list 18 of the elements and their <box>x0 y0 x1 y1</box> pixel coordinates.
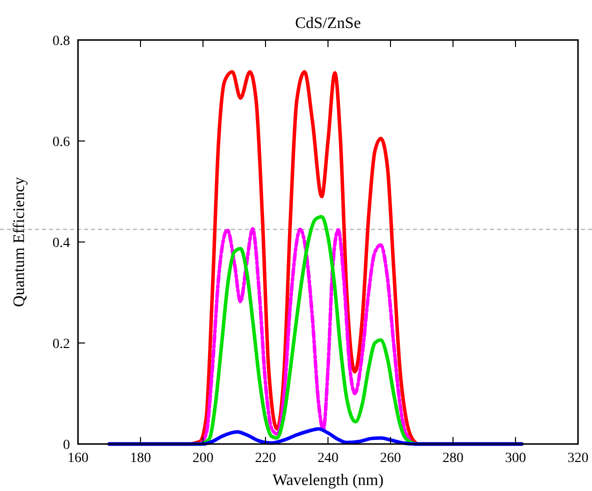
chart-title: CdS/ZnSe <box>295 15 361 32</box>
y-axis-title: Quantum Efficiency <box>11 177 28 307</box>
y-tick-label: 0.8 <box>52 34 70 49</box>
x-tick-label: 220 <box>255 451 276 466</box>
x-tick-label: 300 <box>505 451 526 466</box>
x-tick-label: 320 <box>568 451 588 466</box>
y-tick-label: 0.2 <box>52 337 70 352</box>
x-tick-label: 180 <box>130 451 151 466</box>
x-axis-title: Wavelength (nm) <box>272 472 384 489</box>
y-tick-label: 0.4 <box>52 236 70 251</box>
line-series <box>108 427 524 446</box>
x-tick-label: 240 <box>318 451 338 466</box>
x-tick-label: 200 <box>192 451 214 466</box>
x-tick-label: 160 <box>68 451 88 466</box>
y-tick-label: 0.6 <box>52 135 70 150</box>
y-tick-label: 0 <box>63 438 70 453</box>
x-tick-label: 280 <box>442 451 464 466</box>
x-tick-label: 260 <box>380 451 401 466</box>
